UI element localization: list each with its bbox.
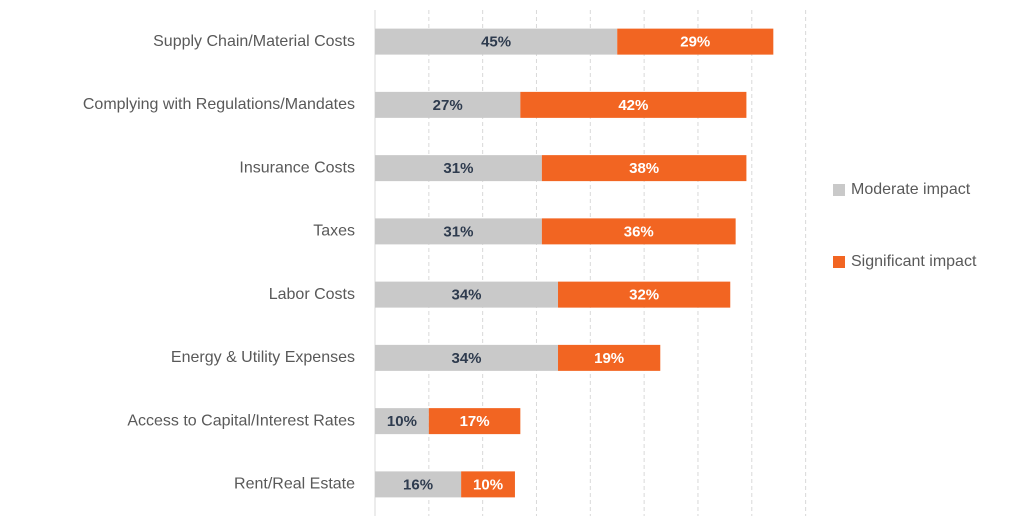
category-label: Supply Chain/Material Costs [153,33,355,50]
bar-segment [375,281,559,308]
bar-segment [375,408,429,435]
category-label: Taxes [313,223,355,240]
bar-segment [541,155,747,182]
value-label: 31% [443,223,473,240]
bar-segment [375,218,542,245]
value-label: 29% [680,34,710,51]
value-label: 10% [387,413,417,430]
bar-segment [461,471,515,498]
bar-segment [428,408,521,435]
value-label: 34% [451,350,481,367]
value-label: 17% [460,413,490,430]
value-label: 34% [451,287,481,304]
bar-segment [375,91,521,118]
legend-label: Moderate impact [851,181,971,198]
bar-segment [375,155,542,182]
bar-segment [558,281,731,308]
category-label: Energy & Utility Expenses [171,349,355,366]
value-label: 42% [618,97,648,114]
category-label: Access to Capital/Interest Rates [127,412,355,429]
legend-label: Significant impact [851,253,977,270]
value-label: 36% [624,223,654,240]
category-label: Rent/Real Estate [234,476,355,493]
category-label: Insurance Costs [239,159,355,176]
legend-swatch [833,256,845,268]
bar-segment [541,218,736,245]
value-label: 32% [629,287,659,304]
bar-segment [375,28,618,55]
value-label: 45% [481,34,511,51]
value-label: 16% [403,476,433,493]
value-label: 27% [433,97,463,114]
category-label: Labor Costs [269,286,355,303]
value-label: 10% [473,476,503,493]
legend-swatch [833,184,845,196]
value-label: 19% [594,350,624,367]
bar-segment [375,344,559,371]
value-label: 38% [629,160,659,177]
bar-segment [375,471,462,498]
bar-segment [520,91,747,118]
bar-segment [558,344,661,371]
value-label: 31% [443,160,473,177]
bar-segment [617,28,774,55]
category-label: Complying with Regulations/Mandates [83,96,355,113]
